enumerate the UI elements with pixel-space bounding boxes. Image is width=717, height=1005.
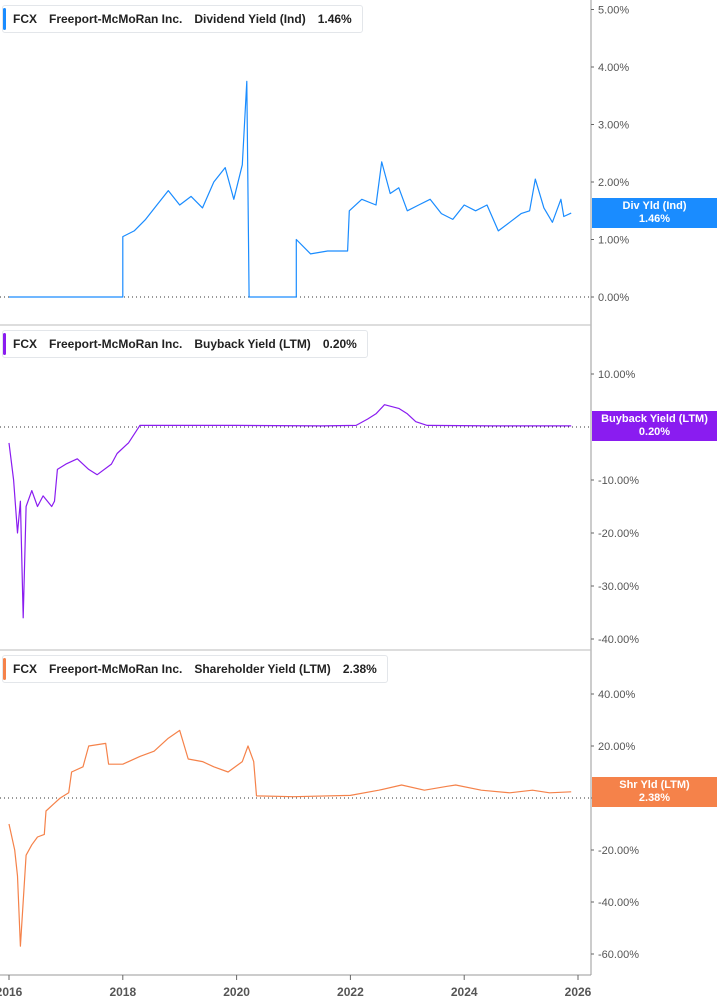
y-tick-label: -20.00% xyxy=(598,528,639,540)
y-tick-label: 5.00% xyxy=(598,5,629,17)
y-tick-label: 2.00% xyxy=(598,177,629,189)
x-tick-label: 2020 xyxy=(223,985,250,999)
legend-ticker: FCX xyxy=(13,12,37,26)
current-value-badge-2: Buyback Yield (LTM) 0.20% xyxy=(592,410,717,441)
current-value-badge-1: Div Yld (Ind) 1.46% xyxy=(592,198,717,229)
legend-ticker: FCX xyxy=(13,662,37,676)
y-tick-label: 20.00% xyxy=(598,741,636,753)
y-tick-label: 3.00% xyxy=(598,120,629,132)
x-tick-label: 2016 xyxy=(0,985,23,999)
legend-2[interactable]: FCX Freeport-McMoRan Inc. Buyback Yield (L… xyxy=(2,330,368,358)
legend-color-marker xyxy=(3,658,6,680)
y-tick-label: -40.00% xyxy=(598,897,639,909)
y-tick-label: -60.00% xyxy=(598,949,639,961)
legend-value: 1.46% xyxy=(317,12,352,26)
y-tick-label: 0.00% xyxy=(598,292,629,304)
y-tick-label: -10.00% xyxy=(598,475,639,487)
y-tick-label: 40.00% xyxy=(598,689,636,701)
x-tick-label: 2022 xyxy=(337,985,364,999)
legend-company: Freeport-McMoRan Inc. xyxy=(49,12,183,26)
badge-label: Buyback Yield (LTM) xyxy=(601,412,708,425)
legend-metric: Shareholder Yield (LTM) xyxy=(194,662,331,676)
legend-metric: Buyback Yield (LTM) xyxy=(194,337,311,351)
legend-metric: Dividend Yield (Ind) xyxy=(194,12,306,26)
badge-value: 0.20% xyxy=(638,425,671,438)
legend-3[interactable]: FCX Freeport-McMoRan Inc. Shareholder Yiel… xyxy=(2,655,388,683)
series-line-2 xyxy=(8,404,572,619)
y-tick-label: 1.00% xyxy=(598,235,629,247)
x-tick-label: 2026 xyxy=(565,985,592,999)
y-tick-label: -30.00% xyxy=(598,581,639,593)
legend-value: 0.20% xyxy=(322,337,357,351)
legend-value: 2.38% xyxy=(342,662,377,676)
badge-value: 1.46% xyxy=(638,213,671,226)
y-tick-label: 10.00% xyxy=(598,369,636,381)
legend-color-marker xyxy=(3,8,6,30)
current-value-badge-3: Shr Yld (LTM) 2.38% xyxy=(592,776,717,807)
series-line-1 xyxy=(9,80,572,298)
x-tick-label: 2018 xyxy=(109,985,136,999)
x-tick-label: 2024 xyxy=(451,985,478,999)
y-tick-label: -20.00% xyxy=(598,845,639,857)
y-tick-label: -40.00% xyxy=(598,634,639,646)
badge-label: Shr Yld (LTM) xyxy=(619,778,690,791)
legend-company: Freeport-McMoRan Inc. xyxy=(49,662,183,676)
badge-value: 2.38% xyxy=(638,791,671,804)
legend-1[interactable]: FCX Freeport-McMoRan Inc. Dividend Yield (… xyxy=(2,5,363,33)
badge-label: Div Yld (Ind) xyxy=(622,200,687,213)
y-tick-label: 4.00% xyxy=(598,62,629,74)
legend-ticker: FCX xyxy=(13,337,37,351)
legend-color-marker xyxy=(3,333,6,355)
legend-company: Freeport-McMoRan Inc. xyxy=(49,337,183,351)
series-line-3 xyxy=(8,729,572,947)
